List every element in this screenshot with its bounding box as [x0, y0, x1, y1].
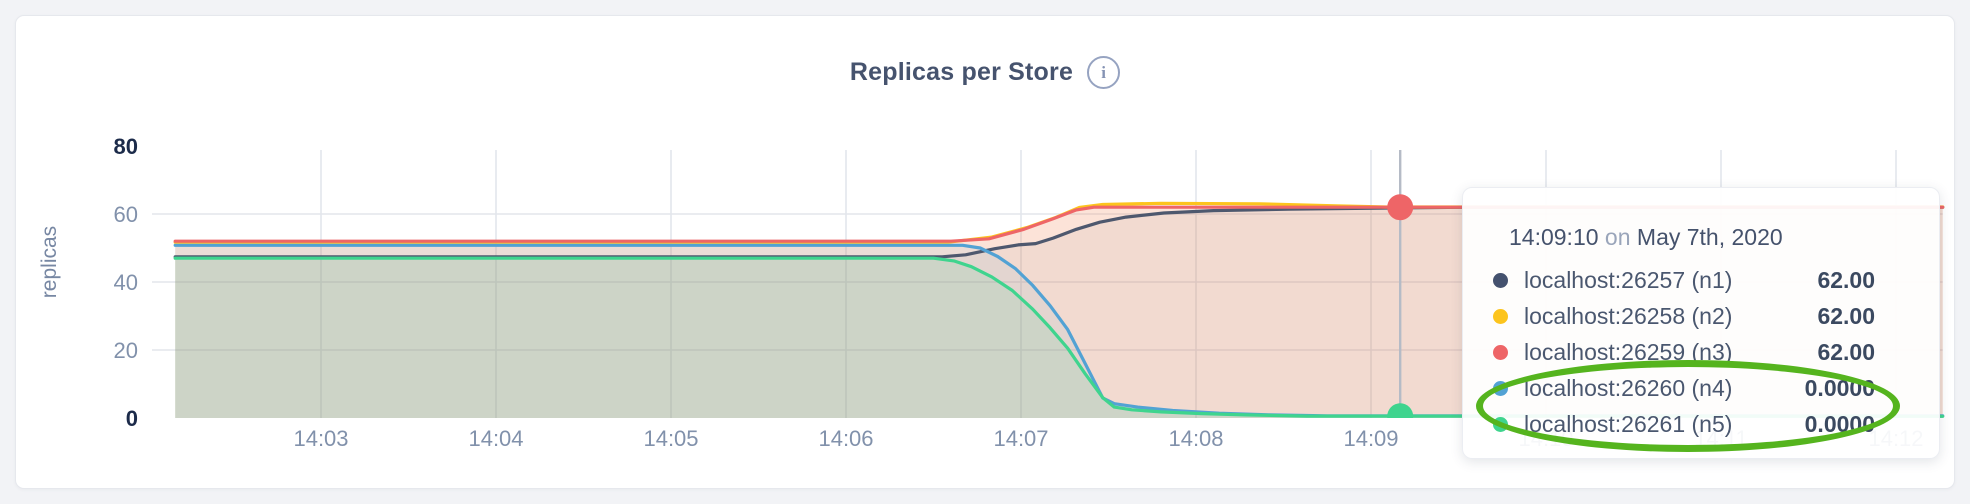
- tooltip-preposition: on: [1604, 224, 1631, 250]
- tooltip-rows: localhost:26257 (n1) 62.00 localhost:26258…: [1463, 262, 1939, 442]
- tooltip-time: 14:09:10: [1509, 224, 1599, 250]
- series-color-dot: [1493, 308, 1508, 324]
- tooltip-row: localhost:26261 (n5) 0.0000: [1463, 406, 1939, 442]
- series-value: 0.0000: [1804, 410, 1875, 437]
- series-color-dot: [1493, 416, 1508, 432]
- info-icon-glyph: i: [1101, 63, 1106, 82]
- series-label: localhost:26258 (n2): [1524, 302, 1733, 329]
- tooltip-row: localhost:26258 (n2) 62.00: [1463, 298, 1939, 334]
- series-color-dot: [1493, 272, 1508, 288]
- chart-header: Replicas per Store i: [16, 56, 1954, 89]
- series-value: 62.00: [1817, 302, 1875, 329]
- info-icon[interactable]: i: [1087, 56, 1121, 89]
- series-label: localhost:26257 (n1): [1524, 266, 1733, 293]
- series-color-dot: [1493, 380, 1508, 396]
- tooltip-row: localhost:26259 (n3) 62.00: [1463, 334, 1939, 370]
- series-label: localhost:26259 (n3): [1524, 338, 1733, 365]
- tooltip-row: localhost:26260 (n4) 0.0000: [1463, 370, 1939, 406]
- series-value: 62.00: [1817, 266, 1875, 293]
- series-label: localhost:26261 (n5): [1524, 410, 1733, 437]
- chart-tooltip: 14:09:10 on May 7th, 2020 localhost:2625…: [1462, 187, 1940, 459]
- tooltip-header: 14:09:10 on May 7th, 2020: [1509, 224, 1939, 250]
- series-label: localhost:26260 (n4): [1524, 374, 1733, 401]
- chart-title: Replicas per Store: [849, 58, 1074, 86]
- series-value: 62.00: [1817, 338, 1875, 365]
- series-color-dot: [1493, 344, 1508, 360]
- tooltip-row: localhost:26257 (n1) 62.00: [1463, 262, 1939, 298]
- series-value: 0.0000: [1804, 374, 1875, 401]
- tooltip-date: May 7th, 2020: [1636, 224, 1783, 250]
